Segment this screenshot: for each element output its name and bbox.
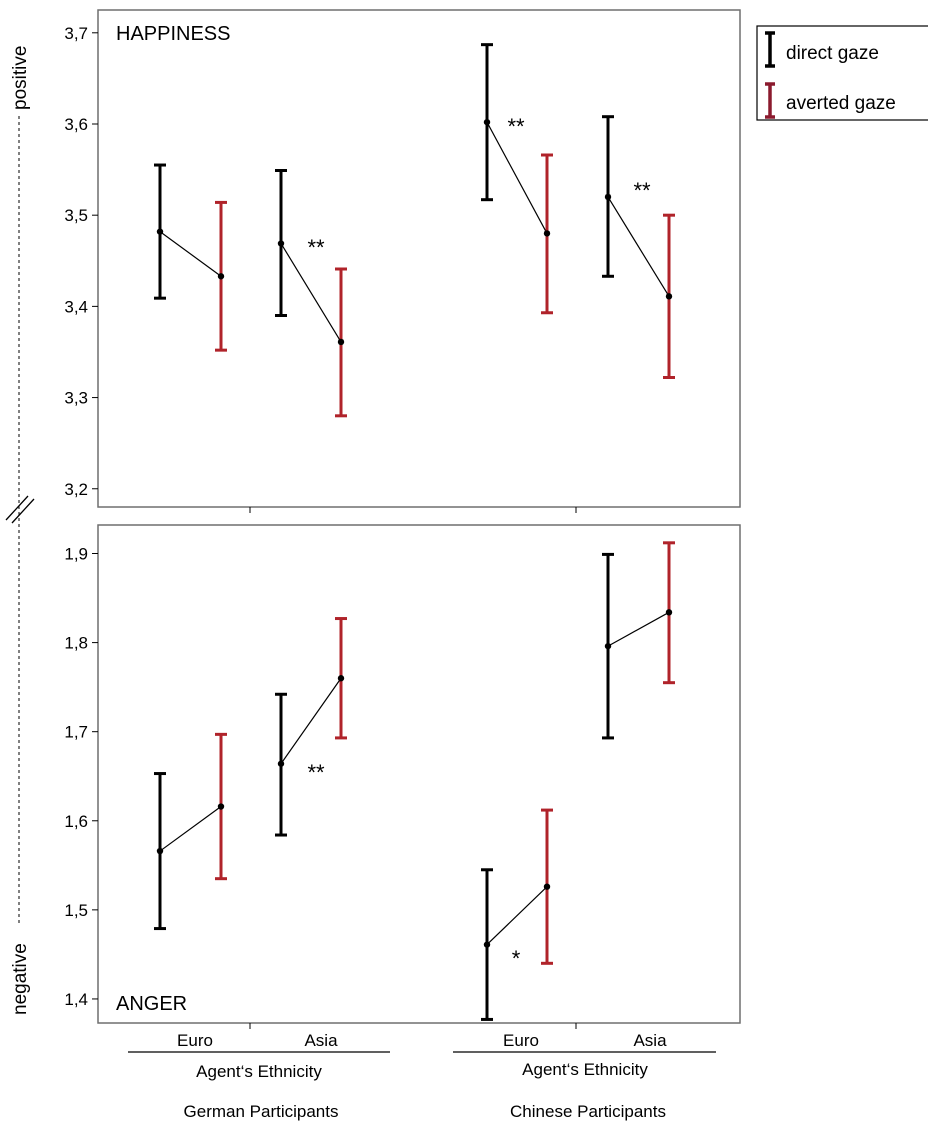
- x-category-label: Euro: [177, 1031, 213, 1050]
- significance-marker: *: [512, 946, 521, 971]
- direct-gaze-mean-point: [277, 760, 285, 767]
- x-axis-sublabel-german: Agent‘s Ethnicity: [196, 1062, 322, 1081]
- y-tick-label: 1,7: [64, 723, 88, 742]
- direct-gaze-mean-point: [277, 240, 285, 247]
- happiness-panel-label: HAPPINESS: [116, 23, 230, 45]
- mean-connector-line: [486, 121, 548, 234]
- legend-direct-label: direct gaze: [786, 43, 879, 64]
- happiness-plot: 3,7 3,6 3,5 3,4 3,3 3,2 ** ** **: [64, 24, 675, 499]
- y-tick-label: 3,7: [64, 24, 88, 43]
- averted-gaze-mean-point: [337, 338, 345, 346]
- legend: direct gaze averted gaze: [756, 25, 928, 121]
- y-tick-label: 1,5: [64, 901, 88, 920]
- mean-connector-line: [159, 806, 222, 852]
- valence-axis: positive negative: [10, 46, 31, 1015]
- x-category-label: Asia: [633, 1031, 667, 1050]
- y-tick-label: 1,8: [64, 634, 88, 653]
- german-participants-label: German Participants: [184, 1102, 339, 1121]
- negative-label: negative: [10, 943, 31, 1015]
- y-tick-label: 3,5: [64, 206, 88, 225]
- averted-gaze-mean-point: [217, 803, 225, 810]
- legend-box: [756, 25, 928, 121]
- mean-connector-line: [486, 886, 548, 946]
- averted-gaze-mean-point: [543, 230, 551, 237]
- x-axis-sublabel-chinese: Agent‘s Ethnicity: [522, 1060, 648, 1079]
- y-tick-label: 3,3: [64, 389, 88, 408]
- averted-gaze-mean-point: [337, 675, 345, 682]
- legend-averted-label: averted gaze: [786, 93, 896, 114]
- anger-panel-frame: [97, 524, 741, 1024]
- significance-marker: **: [307, 235, 325, 260]
- direct-gaze-mean-point: [483, 941, 491, 948]
- axis-break-mark: [5, 495, 35, 524]
- direct-gaze-mean-point: [604, 193, 612, 201]
- significance-marker: **: [507, 114, 525, 139]
- direct-gaze-mean-point: [483, 118, 491, 126]
- legend-averted-swatch: [765, 82, 775, 119]
- happiness-panel-frame: [97, 9, 741, 508]
- y-tick-label: 1,6: [64, 812, 88, 831]
- mean-connector-line: [280, 677, 342, 765]
- y-tick-label: 1,4: [64, 990, 88, 1009]
- y-tick-label: 3,6: [64, 115, 88, 134]
- y-tick-label: 3,2: [64, 480, 88, 499]
- significance-marker: **: [633, 178, 651, 203]
- averted-gaze-mean-point: [543, 883, 551, 890]
- x-category-label: Euro: [503, 1031, 539, 1050]
- y-tick-label: 3,4: [64, 297, 88, 316]
- direct-gaze-mean-point: [156, 847, 164, 855]
- x-category-label: Asia: [304, 1031, 338, 1050]
- mean-connector-line: [159, 231, 222, 277]
- mean-connector-line: [280, 243, 342, 343]
- mean-connector-line: [607, 611, 670, 647]
- legend-direct-swatch: [765, 31, 775, 68]
- anger-plot: 1,91,81,71,61,51,4***: [64, 541, 675, 1021]
- direct-gaze-mean-point: [156, 228, 164, 235]
- averted-gaze-mean-point: [217, 273, 225, 280]
- significance-marker: **: [307, 760, 325, 785]
- averted-gaze-mean-point: [665, 609, 673, 616]
- positive-label: positive: [10, 46, 31, 110]
- anger-panel-label: ANGER: [116, 993, 187, 1015]
- y-tick-label: 1,9: [64, 545, 88, 564]
- averted-gaze-mean-point: [665, 293, 673, 300]
- direct-gaze-mean-point: [604, 642, 612, 650]
- mean-connector-line: [607, 196, 670, 297]
- chinese-participants-label: Chinese Participants: [510, 1102, 666, 1121]
